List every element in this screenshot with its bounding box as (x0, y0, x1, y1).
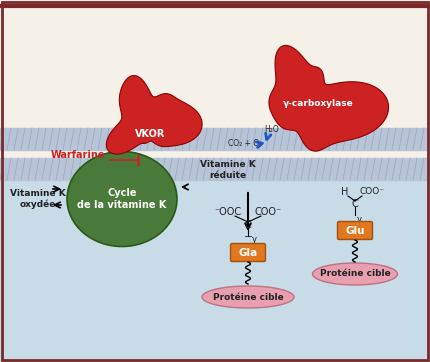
FancyBboxPatch shape (338, 222, 372, 240)
Ellipse shape (202, 286, 294, 308)
Polygon shape (106, 76, 202, 154)
Text: C: C (245, 220, 252, 230)
Ellipse shape (313, 263, 397, 285)
Text: Protéine cible: Protéine cible (212, 292, 283, 302)
Text: COO⁻: COO⁻ (359, 188, 384, 197)
Text: CO₂ + O₂: CO₂ + O₂ (228, 139, 262, 148)
Text: Protéine cible: Protéine cible (319, 269, 390, 278)
Text: ⁻OOC: ⁻OOC (215, 207, 242, 217)
Text: H₂O: H₂O (264, 126, 280, 135)
Bar (0, 158, 430, 180)
Text: C: C (352, 199, 358, 209)
Text: H: H (341, 187, 349, 197)
Text: γ-carboxylase: γ-carboxylase (283, 100, 353, 109)
Text: Cycle
de la vitamine K: Cycle de la vitamine K (77, 188, 167, 210)
Text: γ: γ (252, 235, 257, 244)
Bar (0, 0, 430, 162)
Text: VKOR: VKOR (135, 129, 165, 139)
Bar (0, 128, 430, 150)
Text: Gla: Gla (238, 248, 258, 258)
Text: γ: γ (357, 215, 362, 223)
Text: Glu: Glu (345, 226, 365, 236)
Polygon shape (269, 46, 389, 151)
Ellipse shape (67, 152, 177, 247)
Text: Vitamine K
réduite: Vitamine K réduite (200, 160, 256, 180)
Bar (0, 162, 430, 362)
Text: Warfarine: Warfarine (51, 150, 105, 160)
Text: Vitamine K
oxydée: Vitamine K oxydée (10, 189, 66, 209)
FancyBboxPatch shape (230, 244, 265, 261)
Text: COO⁻: COO⁻ (255, 207, 282, 217)
